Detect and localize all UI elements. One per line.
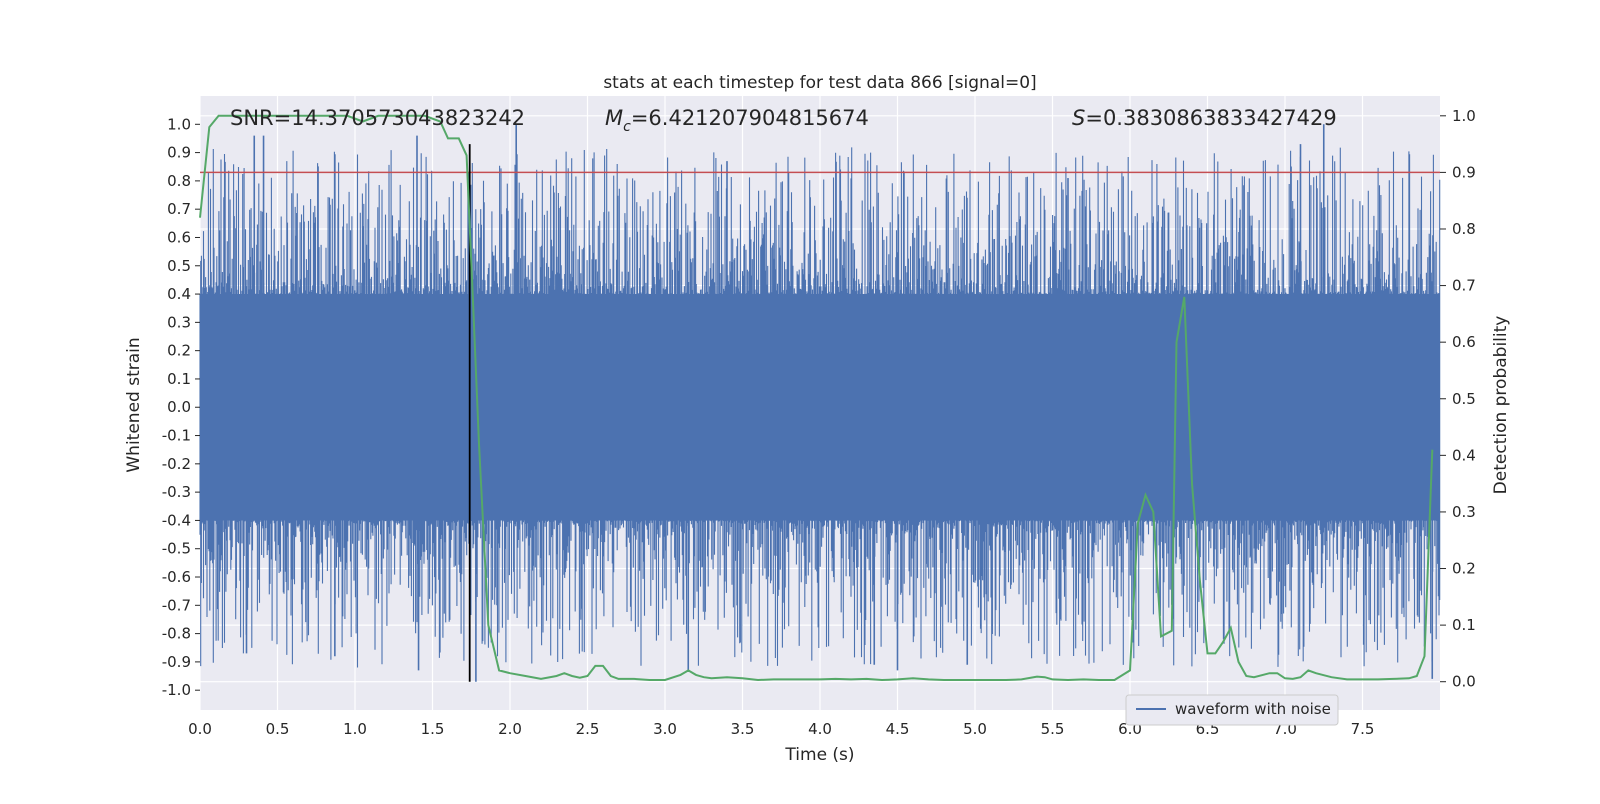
x-tick-label: 1.0 — [343, 720, 367, 738]
y-right-tick-label: 0.5 — [1452, 390, 1476, 408]
y-left-tick-label: -1.0 — [162, 681, 191, 699]
y-right-tick-label: 0.3 — [1452, 503, 1476, 521]
y-left-tick-label: 0.8 — [167, 172, 191, 190]
y-right-axis-label: Detection probability — [1491, 316, 1511, 495]
x-tick-label: 3.0 — [653, 720, 677, 738]
x-tick-label: 5.5 — [1041, 720, 1065, 738]
x-tick-label: 7.5 — [1351, 720, 1375, 738]
strain-series — [199, 124, 1441, 682]
y-left-tick-label: 0.0 — [167, 398, 191, 416]
chirp-mass-value: =6.421207904815674 — [631, 106, 869, 130]
chirp-mass-symbol: M — [605, 106, 623, 130]
y-left-tick-label: 1.0 — [167, 115, 191, 133]
chirp-mass-subscript: c — [623, 119, 631, 135]
x-axis-label: Time (s) — [784, 745, 854, 765]
y-left-axis-label: Whitened strain — [124, 337, 144, 472]
x-tick-label: 4.5 — [886, 720, 910, 738]
snr-annotation: SNR=14.370573043823242 — [230, 106, 525, 130]
score-symbol: S — [1072, 106, 1085, 130]
y-left-tick-label: -0.6 — [162, 568, 191, 586]
y-left-tick-label: -0.7 — [162, 596, 191, 614]
y-right-tick-label: 0.6 — [1452, 333, 1476, 351]
detection-probability-line — [199, 114, 1434, 682]
x-tick-label: 0.0 — [188, 720, 212, 738]
y-left-tick-label: -0.9 — [162, 653, 191, 671]
y-left-tick-label: 0.3 — [167, 313, 191, 331]
y-left-tick-label: 0.9 — [167, 144, 191, 162]
y-left-tick-label: 0.4 — [167, 285, 191, 303]
y-left-tick-label: 0.6 — [167, 228, 191, 246]
x-tick-label: 3.5 — [731, 720, 755, 738]
score-annotation: S=0.3830863833427429 — [1072, 106, 1337, 130]
y-right-tick-label: 1.0 — [1452, 107, 1476, 125]
x-tick-label: 0.5 — [266, 720, 290, 738]
score-value: =0.3830863833427429 — [1085, 106, 1336, 130]
x-tick-label: 2.0 — [498, 720, 522, 738]
chirp-mass-annotation: Mc=6.421207904815674 — [605, 106, 869, 135]
y-right-axis-ticks: 1.0 0.9 0.8 0.7 0.6 0.5 0.4 0.3 0.2 0.1 0.0 — [1440, 107, 1476, 691]
x-tick-label: 4.0 — [808, 720, 832, 738]
y-left-tick-label: -0.4 — [162, 511, 191, 529]
y-left-tick-label: -0.1 — [162, 427, 191, 445]
y-left-tick-label: -0.8 — [162, 625, 191, 643]
y-left-tick-label: -0.3 — [162, 483, 191, 501]
legend: waveform with noise — [1125, 694, 1339, 726]
y-right-tick-label: 0.4 — [1452, 446, 1476, 464]
y-right-tick-label: 0.0 — [1452, 673, 1476, 691]
legend-box — [1125, 694, 1339, 726]
y-right-tick-label: 0.1 — [1452, 616, 1476, 634]
y-right-tick-label: 0.8 — [1452, 220, 1476, 238]
y-right-tick-label: 0.7 — [1452, 277, 1476, 295]
chart-title: stats at each timestep for test data 866… — [603, 73, 1036, 93]
y-left-axis-ticks: 1.0 0.9 0.8 0.7 0.6 0.5 0.4 0.3 0.2 0.1 0.0 -0.1 -0.… — [162, 115, 200, 699]
x-tick-label: 5.0 — [963, 720, 987, 738]
y-left-tick-label: 0.7 — [167, 200, 191, 218]
y-left-tick-label: 0.2 — [167, 342, 191, 360]
y-right-tick-label: 0.9 — [1452, 163, 1476, 181]
y-left-tick-label: -0.5 — [162, 540, 191, 558]
y-right-tick-label: 0.2 — [1452, 560, 1476, 578]
y-left-tick-label: -0.2 — [162, 455, 191, 473]
x-tick-label: 2.5 — [576, 720, 600, 738]
y-left-tick-label: 0.1 — [167, 370, 191, 388]
legend-label: waveform with noise — [1175, 700, 1331, 718]
strain-band-core — [200, 294, 1440, 521]
y-left-tick-label: 0.5 — [167, 257, 191, 275]
x-tick-label: 1.5 — [421, 720, 445, 738]
